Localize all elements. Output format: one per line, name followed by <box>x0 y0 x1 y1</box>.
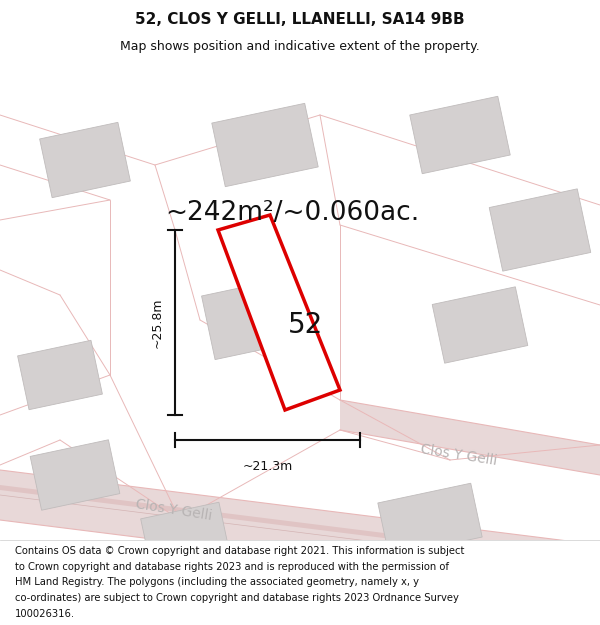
Text: ~21.3m: ~21.3m <box>243 460 293 473</box>
Polygon shape <box>218 215 340 410</box>
Polygon shape <box>340 400 600 475</box>
Text: to Crown copyright and database rights 2023 and is reproduced with the permissio: to Crown copyright and database rights 2… <box>15 562 449 572</box>
Polygon shape <box>202 281 289 359</box>
Polygon shape <box>40 122 130 198</box>
Text: Clos Y Gelli: Clos Y Gelli <box>420 442 499 468</box>
Text: ~242m²/~0.060ac.: ~242m²/~0.060ac. <box>165 200 419 226</box>
Text: 52, CLOS Y GELLI, LLANELLI, SA14 9BB: 52, CLOS Y GELLI, LLANELLI, SA14 9BB <box>135 12 465 27</box>
Polygon shape <box>489 189 591 271</box>
Polygon shape <box>432 287 528 363</box>
Text: Contains OS data © Crown copyright and database right 2021. This information is : Contains OS data © Crown copyright and d… <box>15 546 464 556</box>
Polygon shape <box>140 503 229 568</box>
Text: 52: 52 <box>287 311 323 339</box>
Polygon shape <box>17 340 103 410</box>
Polygon shape <box>378 483 482 557</box>
Polygon shape <box>212 103 318 187</box>
Text: Map shows position and indicative extent of the property.: Map shows position and indicative extent… <box>120 39 480 52</box>
Polygon shape <box>0 470 600 595</box>
Text: ~25.8m: ~25.8m <box>151 298 163 348</box>
Text: Clos Y Gelli: Clos Y Gelli <box>135 497 214 523</box>
Polygon shape <box>0 485 600 565</box>
Text: HM Land Registry. The polygons (including the associated geometry, namely x, y: HM Land Registry. The polygons (includin… <box>15 578 419 587</box>
Text: co-ordinates) are subject to Crown copyright and database rights 2023 Ordnance S: co-ordinates) are subject to Crown copyr… <box>15 593 459 603</box>
Text: 100026316.: 100026316. <box>15 609 75 619</box>
Polygon shape <box>30 440 120 510</box>
Polygon shape <box>410 96 510 174</box>
